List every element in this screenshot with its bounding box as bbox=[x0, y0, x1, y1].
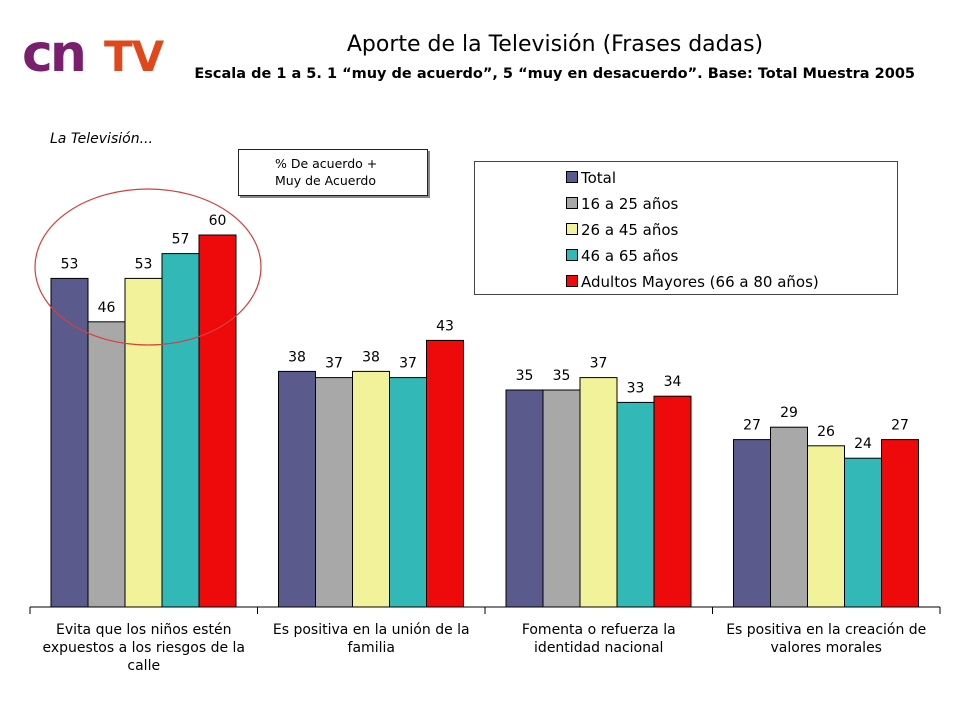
x-tick-label-line: familia bbox=[347, 640, 395, 656]
data-label: 57 bbox=[172, 232, 190, 248]
legend-label: Total bbox=[581, 169, 617, 187]
legend-label: Adultos Mayores (66 a 80 años) bbox=[581, 273, 819, 291]
data-label: 34 bbox=[664, 374, 682, 390]
highlight-circle bbox=[34, 188, 262, 346]
legend-swatch bbox=[566, 223, 578, 235]
x-tick-label: Evita que los niños estén expuestos a los… bbox=[32, 621, 256, 675]
data-label: 35 bbox=[553, 368, 571, 384]
x-tick-label-line: expuestos a los riesgos de la bbox=[42, 640, 245, 656]
logo-text-tv: TV bbox=[104, 32, 164, 81]
bar bbox=[505, 389, 544, 608]
bar bbox=[389, 377, 427, 608]
x-tick-label: Es positiva en la unión de la familia bbox=[259, 621, 483, 657]
data-label: 38 bbox=[362, 349, 380, 365]
legend-item: 46 a 65 años bbox=[566, 246, 678, 266]
data-label: 53 bbox=[135, 256, 153, 272]
data-label: 26 bbox=[817, 424, 835, 440]
bar bbox=[352, 370, 390, 608]
data-label: 29 bbox=[780, 405, 798, 421]
section-label: La Televisión... bbox=[50, 131, 153, 147]
bar bbox=[653, 395, 692, 608]
x-tick-label-line: calle bbox=[127, 658, 161, 674]
bar bbox=[733, 439, 771, 608]
bar bbox=[198, 234, 237, 608]
x-tick-label-line: Es positiva en la creación de bbox=[726, 622, 927, 638]
legend-label: 46 a 65 años bbox=[581, 247, 679, 265]
legend-item: Total bbox=[566, 168, 616, 188]
x-tick-label: Es positiva en la creación de valores mor… bbox=[714, 621, 938, 657]
bar bbox=[315, 377, 353, 608]
data-label: 46 bbox=[98, 300, 116, 316]
chart-title: Aporte de la Televisión (Frases dadas) bbox=[346, 32, 764, 57]
legend-label: 26 a 45 años bbox=[581, 221, 679, 239]
data-label: 35 bbox=[516, 368, 534, 384]
bar bbox=[881, 439, 919, 608]
data-label: 43 bbox=[436, 318, 454, 334]
chart-subtitle: Escala de 1 a 5. 1 “muy de acuerdo”, 5 “… bbox=[194, 66, 915, 82]
x-tick-label: Fomenta o refuerza la identidad nacional bbox=[487, 621, 711, 657]
legend: Total 16 a 25 años 26 a 45 años 46 a 65 año… bbox=[474, 161, 898, 295]
legend-item: 16 a 25 años bbox=[566, 194, 678, 214]
cntv-logo: cn TV bbox=[22, 24, 172, 84]
x-tick-label-line: identidad nacional bbox=[534, 640, 664, 656]
bar bbox=[844, 457, 882, 608]
legend-label: 16 a 25 años bbox=[581, 195, 679, 213]
bar bbox=[542, 389, 581, 608]
data-label: 60 bbox=[209, 213, 227, 229]
note-line-1: % De acuerdo + bbox=[275, 156, 378, 171]
data-label: 37 bbox=[590, 356, 608, 372]
agreement-note-box: % De acuerdo + Muy de Acuerdo bbox=[238, 149, 428, 196]
bar bbox=[770, 426, 808, 608]
data-label: 33 bbox=[627, 380, 645, 396]
bar bbox=[124, 277, 163, 608]
bar bbox=[161, 253, 200, 608]
data-label: 38 bbox=[288, 349, 306, 365]
x-tick-label-line: Es positiva en la unión de la bbox=[272, 622, 470, 638]
note-line-2: Muy de Acuerdo bbox=[275, 173, 376, 188]
x-tick-label-line: valores morales bbox=[770, 640, 882, 656]
bar bbox=[426, 339, 464, 608]
data-label: 37 bbox=[325, 356, 343, 372]
bar bbox=[807, 445, 845, 608]
bar bbox=[87, 321, 126, 608]
bar bbox=[616, 401, 655, 608]
data-label: 27 bbox=[891, 418, 909, 434]
data-label: 27 bbox=[743, 418, 761, 434]
data-label: 37 bbox=[399, 356, 417, 372]
logo-text-cn: cn bbox=[22, 24, 87, 84]
bar bbox=[50, 277, 89, 608]
legend-item: Adultos Mayores (66 a 80 años) bbox=[566, 272, 819, 292]
legend-swatch bbox=[566, 197, 578, 209]
bar bbox=[278, 370, 316, 608]
x-tick-label-line: Evita que los niños estén bbox=[56, 622, 232, 638]
x-tick-label-line: Fomenta o refuerza la bbox=[521, 622, 676, 638]
legend-item: 26 a 45 años bbox=[566, 220, 678, 240]
bar bbox=[579, 377, 618, 608]
legend-swatch bbox=[566, 171, 578, 183]
data-label: 24 bbox=[854, 436, 872, 452]
legend-swatch bbox=[566, 275, 578, 287]
data-label: 53 bbox=[61, 256, 79, 272]
legend-swatch bbox=[566, 249, 578, 261]
